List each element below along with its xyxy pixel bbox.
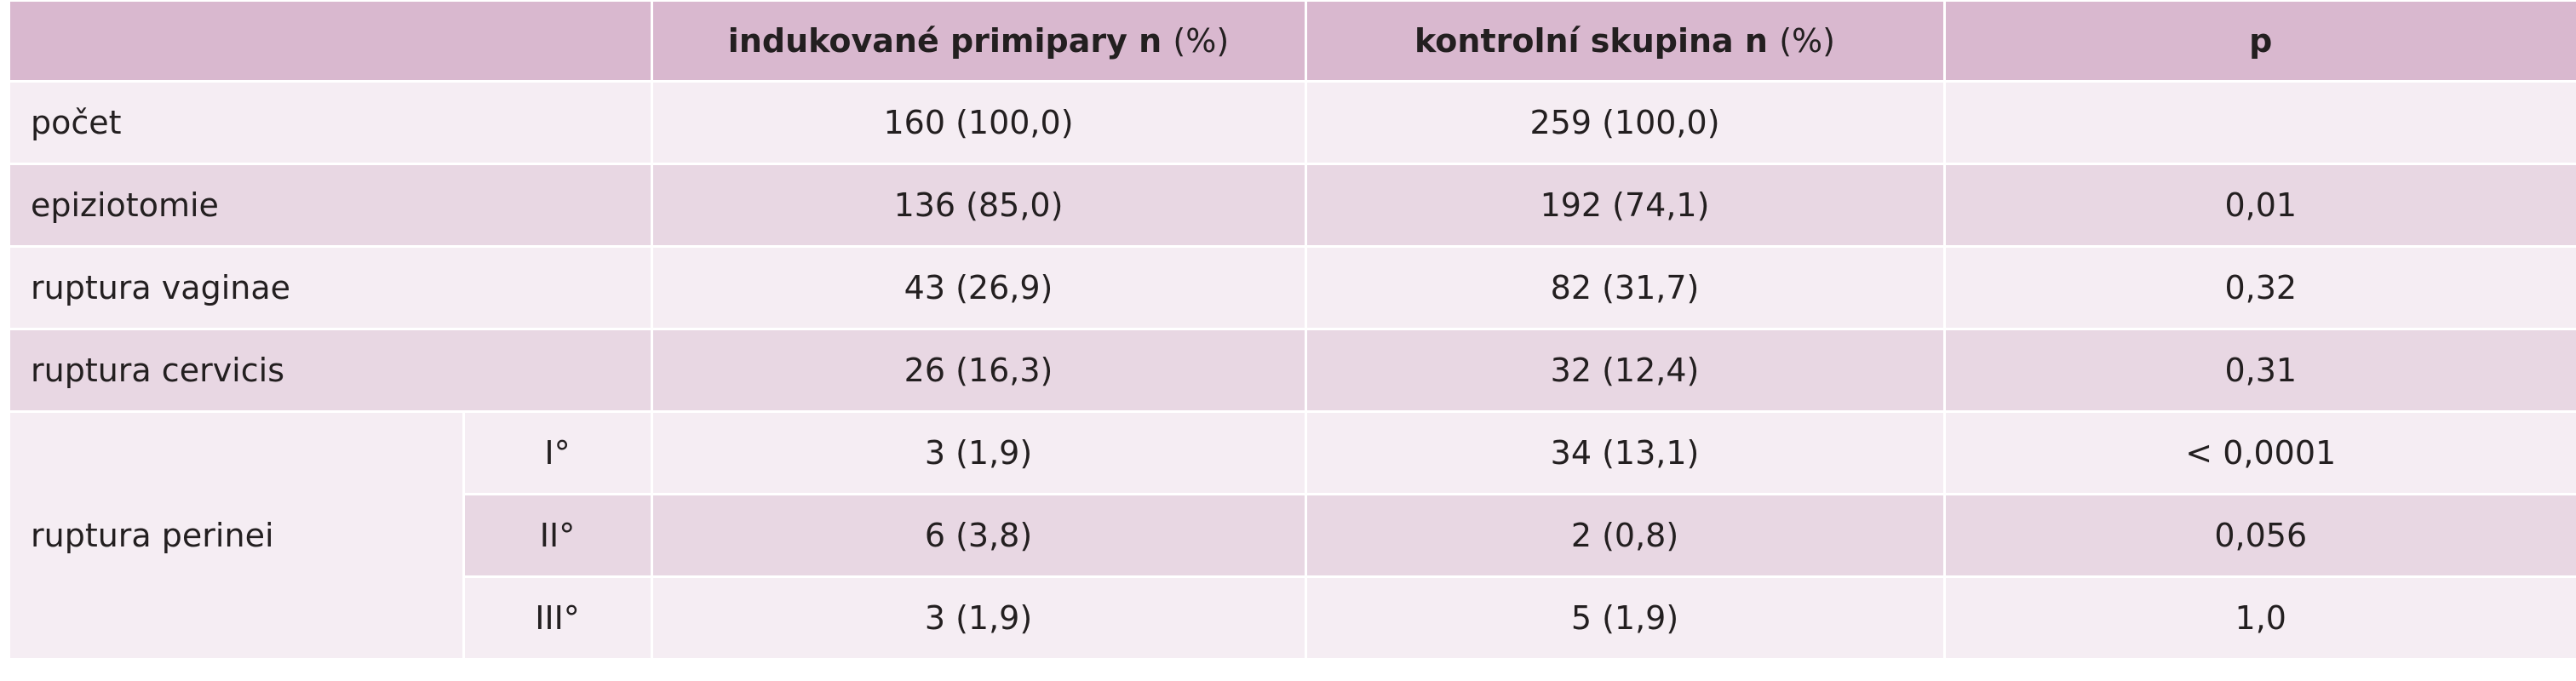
induced-value: 43 (26,9) — [651, 246, 1307, 330]
induced-value: 136 (85,0) — [651, 163, 1307, 248]
row-label: počet — [10, 81, 653, 165]
header-control-unit: (%) — [1779, 22, 1835, 60]
table-row: ruptura cervicis 26 (16,3) 32 (12,4) 0,3… — [10, 329, 2576, 413]
header-induced-label: indukované primipary n — [727, 22, 1162, 60]
p-value — [1944, 81, 2576, 165]
header-control-group: kontrolní skupina n (%) — [1305, 2, 1946, 83]
induced-value: 26 (16,3) — [651, 329, 1307, 413]
p-value: 1,0 — [1944, 576, 2576, 661]
header-empty-cell — [10, 2, 653, 83]
degree-label: I° — [463, 411, 653, 495]
results-table-container: indukované primipary n (%) kontrolní sku… — [10, 2, 2576, 661]
header-row: indukované primipary n (%) kontrolní sku… — [10, 2, 2576, 83]
table-row: počet 160 (100,0) 259 (100,0) — [10, 81, 2576, 165]
control-value: 259 (100,0) — [1305, 81, 1946, 165]
row-label: ruptura cervicis — [10, 329, 653, 413]
row-label: ruptura vaginae — [10, 246, 653, 330]
row-label: epiziotomie — [10, 163, 653, 248]
induced-value: 160 (100,0) — [651, 81, 1307, 165]
degree-label: III° — [463, 576, 653, 661]
degree-label: II° — [463, 494, 653, 578]
results-table: indukované primipary n (%) kontrolní sku… — [10, 2, 2576, 661]
table-row: ruptura vaginae 43 (26,9) 82 (31,7) 0,32 — [10, 246, 2576, 330]
p-value: < 0,0001 — [1944, 411, 2576, 495]
table-row: II° 6 (3,8) 2 (0,8) 0,056 — [10, 494, 2576, 578]
induced-value: 6 (3,8) — [651, 494, 1307, 578]
induced-value: 3 (1,9) — [651, 411, 1307, 495]
p-value: 0,32 — [1944, 246, 2576, 330]
header-induced-primipary: indukované primipary n (%) — [651, 2, 1307, 83]
header-control-label: kontrolní skupina n — [1414, 22, 1768, 60]
control-value: 34 (13,1) — [1305, 411, 1946, 495]
control-value: 2 (0,8) — [1305, 494, 1946, 578]
p-value: 0,056 — [1944, 494, 2576, 578]
table-row: ruptura perinei I° 3 (1,9) 34 (13,1) < 0… — [10, 411, 2576, 661]
induced-value: 3 (1,9) — [651, 576, 1307, 661]
p-value: 0,01 — [1944, 163, 2576, 248]
table-row: III° 3 (1,9) 5 (1,9) 1,0 — [10, 576, 2576, 661]
table-row: epiziotomie 136 (85,0) 192 (74,1) 0,01 — [10, 163, 2576, 248]
control-value: 82 (31,7) — [1305, 246, 1946, 330]
header-p-value: p — [1944, 2, 2576, 83]
control-value: 32 (12,4) — [1305, 329, 1946, 413]
perinei-label: ruptura perinei — [10, 411, 465, 661]
control-value: 5 (1,9) — [1305, 576, 1946, 661]
p-value: 0,31 — [1944, 329, 2576, 413]
header-induced-unit: (%) — [1173, 22, 1230, 60]
control-value: 192 (74,1) — [1305, 163, 1946, 248]
